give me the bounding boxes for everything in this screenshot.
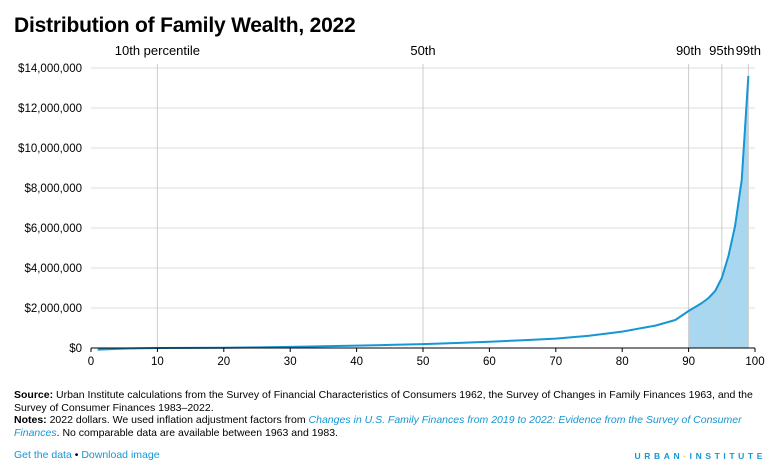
x-tick-label: 90: [682, 356, 695, 366]
x-tick-label: 0: [88, 356, 94, 366]
source-text: Urban Institute calculations from the Su…: [14, 389, 753, 414]
x-tick-label: 60: [483, 356, 496, 366]
get-data-link[interactable]: Get the data: [14, 449, 72, 461]
y-tick-label: $12,000,000: [18, 103, 82, 115]
notes-link[interactable]: Changes in U.S. Family Finances from 201…: [14, 414, 742, 439]
axis-layer: $0 $2,000,000 $4,000,000 $6,000,000 $8,000,0…: [18, 63, 765, 366]
reference-label: 90th: [676, 43, 701, 58]
y-tick-label: $14,000,000: [18, 63, 82, 75]
chart-title: Distribution of Family Wealth, 2022: [14, 14, 356, 37]
x-tick-label: 50: [417, 356, 430, 366]
y-tick-label: $10,000,000: [18, 143, 82, 155]
download-image-link[interactable]: Download image: [81, 449, 160, 461]
reference-label: 10th percentile: [115, 43, 200, 58]
reference-label: 99th: [736, 43, 761, 58]
footer-separator: •: [74, 449, 79, 461]
reference-label: 50th: [410, 43, 435, 58]
y-tick-label: $8,000,000: [24, 183, 82, 195]
top-decile-area: [688, 76, 749, 348]
urban-institute-logo: URBAN·INSTITUTE: [635, 451, 766, 461]
y-tick-label: $6,000,000: [24, 223, 82, 235]
x-tick-label: 30: [284, 356, 297, 366]
source-note: Source: Urban Institute calculations fro…: [14, 389, 766, 414]
y-tick-label: $0: [69, 343, 82, 355]
y-tick-label: $4,000,000: [24, 263, 82, 275]
x-tick-label: 100: [745, 356, 764, 366]
notes-text-1: 2022 dollars. We used inflation adjustme…: [49, 414, 306, 427]
logo-dot: ·: [683, 451, 690, 461]
y-tick-label: $2,000,000: [24, 303, 82, 315]
notes-text-2: . No comparable data are available betwe…: [56, 426, 338, 439]
notes-note: Notes: 2022 dollars. We used inflation a…: [14, 414, 766, 439]
reference-label: 95th: [709, 43, 734, 58]
wealth-distribution-chart: 10th percentile 50th 90th 95th 99th $0 $2,000…: [18, 43, 765, 366]
x-tick-label: 40: [350, 356, 363, 366]
x-tick-label: 10: [151, 356, 164, 366]
x-tick-label: 70: [549, 356, 562, 366]
reference-lines-layer: 10th percentile 50th 90th 95th 99th: [115, 43, 761, 348]
logo-word-institute: INSTITUTE: [689, 451, 766, 461]
x-tick-label: 20: [217, 356, 230, 366]
chart-footer: Get the data • Download image: [14, 449, 160, 461]
x-tick-label: 80: [616, 356, 629, 366]
chart-notes: Source: Urban Institute calculations fro…: [14, 389, 766, 439]
notes-label: Notes:: [14, 414, 47, 427]
logo-word-urban: URBAN: [634, 451, 684, 461]
area-layer: [688, 76, 749, 348]
source-label: Source:: [14, 389, 54, 401]
